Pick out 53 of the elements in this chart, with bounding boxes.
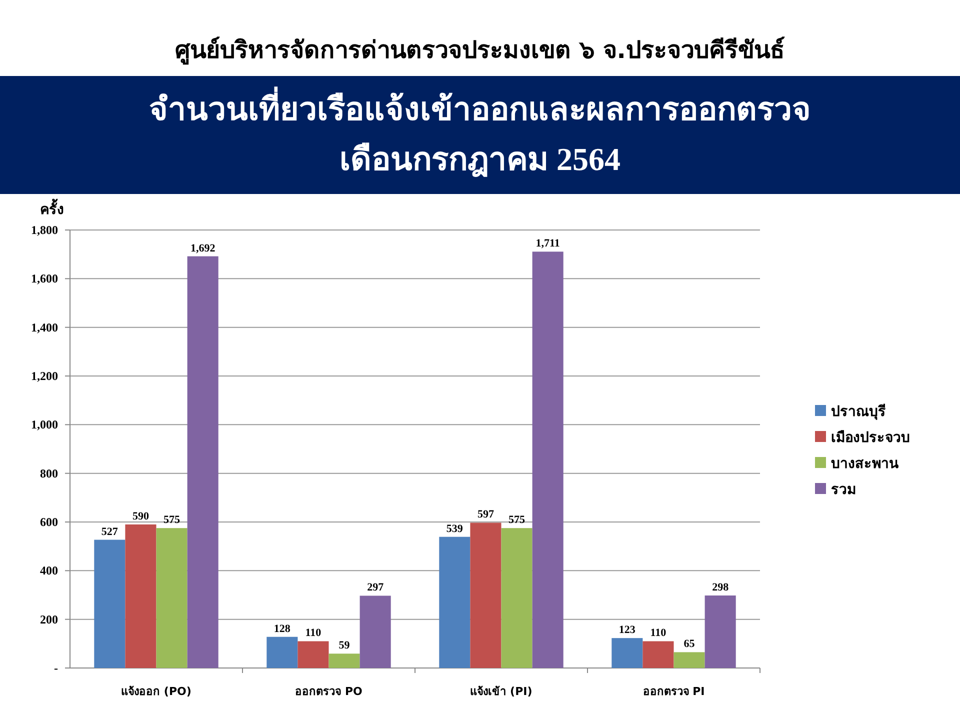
y-tick-label: 1,800 (31, 223, 58, 237)
legend-label: เมืองประจวบ (831, 430, 910, 446)
data-label: 590 (132, 510, 150, 522)
bar (532, 252, 564, 668)
bar (704, 595, 736, 668)
y-tick-label: 1,200 (31, 369, 58, 383)
data-label: 297 (367, 582, 384, 594)
bar (298, 641, 329, 668)
bar (642, 641, 674, 668)
x-tick-label: แจ้งเข้า (PI) (470, 685, 532, 698)
bar (501, 528, 532, 668)
bar (125, 524, 156, 668)
y-tick-label: 400 (40, 564, 58, 578)
bar (156, 528, 188, 668)
x-tick-label: ออกตรวจ PO (295, 685, 362, 698)
chart-title: ศูนย์บริหารจัดการด่านตรวจประมงเขต ๖ จ.ประจวบคีรีขันธ์ (175, 36, 785, 65)
bar (187, 256, 218, 668)
bar (360, 596, 391, 668)
bar (470, 522, 502, 668)
bar (439, 536, 470, 668)
data-label: 597 (477, 508, 494, 521)
y-tick-label: 1,400 (31, 320, 58, 334)
chart-subtitle: จำนวนเที่ยวเรือแจ้งเข้าออกและผลการออกตรวจ เดือนกรกฎาคม 2564 (149, 86, 811, 177)
data-label: 575 (164, 514, 181, 526)
data-label: 298 (712, 581, 730, 594)
data-label: 59 (338, 640, 350, 652)
data-label: 65 (684, 638, 696, 650)
data-label: 1,692 (190, 242, 216, 254)
data-label: 128 (274, 622, 291, 635)
y-tick-label: 800 (40, 466, 58, 480)
data-label: 123 (618, 624, 636, 636)
data-label: 539 (446, 522, 464, 535)
legend-label: ปราณบุรี (831, 404, 886, 420)
data-label: 110 (650, 627, 667, 640)
legend-label: รวม (831, 482, 856, 498)
bar (674, 652, 705, 668)
data-label: 1,711 (536, 238, 560, 250)
bar (328, 654, 360, 668)
bar (266, 636, 298, 668)
x-tick-label: แจ้งออก (PO) (121, 685, 192, 698)
bar (612, 638, 643, 668)
y-tick-label: 200 (40, 612, 58, 626)
data-label: 110 (305, 627, 322, 640)
y-tick-label: - (54, 661, 58, 675)
bar (94, 540, 126, 668)
x-tick-label: ออกตรวจ PI (642, 685, 705, 698)
legend-label: บางสะพาน (831, 456, 899, 472)
y-tick-label: 1,600 (31, 272, 58, 286)
data-label: 575 (508, 514, 526, 526)
data-label: 527 (101, 526, 118, 538)
y-tick-label: 600 (40, 515, 58, 529)
y-tick-label: 1,000 (31, 418, 58, 432)
y-axis-title: ครั้ง (40, 198, 64, 218)
